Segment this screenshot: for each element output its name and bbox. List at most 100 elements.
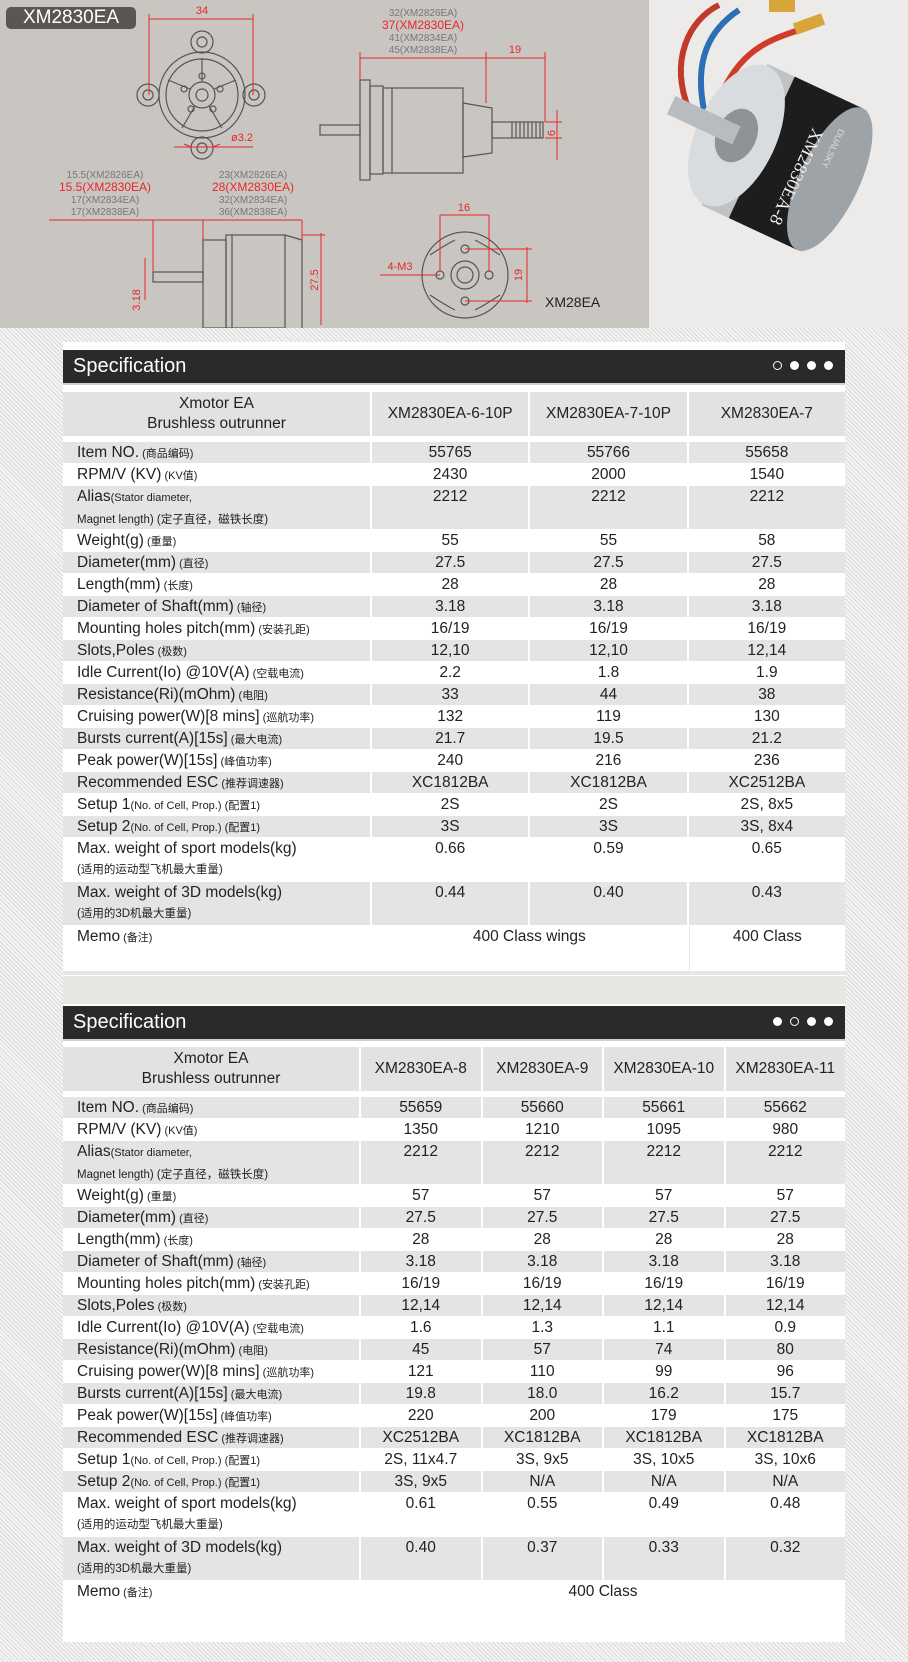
pager-dot-icon[interactable] — [807, 1017, 816, 1026]
value-cell: 3.18 — [530, 596, 687, 617]
value-cell: 1095 — [646, 1121, 681, 1138]
table-row: Resistance(Ri)(mOhm) (电阻) 33 44 38 — [63, 684, 845, 706]
dim-left-2834: 17(XM2834EA) — [71, 195, 139, 206]
value-cell: 1.9 — [756, 664, 778, 681]
row-label: Slots,Poles (极数) — [63, 1295, 359, 1316]
table-row: RPM/V (KV) (KV值) 1350 1210 1095 980 — [63, 1119, 845, 1141]
header-label-line: Brushless outrunner — [141, 1070, 281, 1087]
value-cell: 27.5 — [482, 1207, 602, 1228]
row-label-text: Weight(g) — [77, 532, 144, 549]
row-label-note: (长度) — [160, 580, 193, 592]
header-label-line: Xmotor EA — [173, 1050, 249, 1067]
row-label: Max. weight of 3D models(kg) (适用的3D机最大重量) — [63, 1537, 359, 1580]
row-label-text: Peak power(W)[15s] — [77, 752, 218, 769]
row-label: Alias(Stator diameter, Magnet length) (定子… — [63, 1141, 359, 1184]
value-cell: 3S — [372, 816, 529, 837]
value-cell: 55766 — [530, 442, 687, 463]
row-label-text: Mounting holes pitch(mm) — [77, 620, 256, 637]
column-header: XM2830EA-7-10P — [530, 392, 687, 436]
row-label-line2: (适用的运动型飞机最大重量) — [77, 864, 223, 876]
value-cell: XC1812BA — [604, 1427, 724, 1448]
table-row: Slots,Poles (极数) 12,10 12,10 12,14 — [63, 640, 845, 662]
row-label-text: Diameter(mm) — [77, 554, 177, 571]
table-row: Weight(g) (重量) 57 57 57 57 — [63, 1185, 845, 1207]
pager-dot-icon[interactable] — [824, 1017, 833, 1026]
value-cell: 1.8 — [597, 664, 620, 681]
row-label: Idle Current(Io) @10V(A) (空载电流) — [63, 662, 370, 683]
row-label-note: (电阻) — [235, 690, 268, 702]
value-cell: 16/19 — [747, 620, 787, 637]
table-row: Cruising power(W)[8 mins] (巡航功率) 121 110 99… — [63, 1361, 845, 1383]
pager-dot-active-icon[interactable] — [773, 361, 782, 370]
table-row: Item NO. (商品编码) 55659 55660 55661 55662 — [63, 1097, 845, 1119]
dim-hole-spacing-v: 19 — [513, 269, 525, 281]
dim-length-2830: 37(XM2830EA) — [382, 18, 464, 32]
spec-title-bar-2: Specification — [63, 1006, 845, 1041]
dim-hole-diameter: ø3.2 — [231, 132, 253, 144]
dim-holes: 4-M3 — [387, 261, 412, 273]
row-label: Setup 1(No. of Cell, Prop.) (配置1) — [63, 1449, 359, 1470]
row-label-text: Slots,Poles — [77, 642, 155, 659]
row-label: Cruising power(W)[8 mins] (巡航功率) — [63, 1361, 359, 1382]
value-cell: 12,10 — [372, 640, 529, 661]
row-label-text: Setup 2 — [77, 818, 131, 835]
pager-dot-icon[interactable] — [773, 1017, 782, 1026]
row-label-note: (空载电流) — [249, 1323, 304, 1335]
row-label-note: (极数) — [154, 646, 187, 658]
value-cell: 27.5 — [361, 1207, 481, 1228]
spec-title-bar-1: Specification — [63, 350, 845, 385]
value-cell: 3.18 — [361, 1251, 481, 1272]
row-label-text: Max. weight of 3D models(kg) — [77, 884, 283, 901]
value-cell: 0.65 — [751, 840, 782, 857]
dim-right-2834: 32(XM2834EA) — [219, 195, 287, 206]
value-cell: 28 — [599, 576, 618, 593]
table-row: Alias(Stator diameter, Magnet length) (定子… — [63, 1141, 845, 1185]
table-row: Bursts current(A)[15s] (最大电流) 21.7 19.5 21.… — [63, 728, 845, 750]
table-row: Max. weight of 3D models(kg) (适用的3D机最大重量)… — [63, 882, 845, 926]
pager-dot-icon[interactable] — [790, 361, 799, 370]
value-cell: 0.40 — [361, 1537, 481, 1580]
table-row: Length(mm) (长度) 28 28 28 28 — [63, 1229, 845, 1251]
value-cell: 55765 — [372, 442, 529, 463]
dim-body-diameter: 27.5 — [309, 269, 321, 290]
value-cell: 3.18 — [725, 1251, 845, 1272]
value-cell: 3.18 — [604, 1251, 724, 1272]
row-label: Diameter(mm) (直径) — [63, 552, 370, 573]
pager-dot-icon[interactable] — [807, 361, 816, 370]
row-label-note: (巡航功率) — [259, 1367, 314, 1379]
pager-dots — [773, 1017, 833, 1026]
row-label-text: Setup 1 — [77, 796, 131, 813]
motor-photo: XM2830EA-8 DUALSKY — [649, 0, 908, 328]
row-label-note: (No. of Cell, Prop.) (配置1) — [130, 800, 261, 812]
row-label: Resistance(Ri)(mOhm) (电阻) — [63, 684, 370, 705]
value-cell: 220 — [407, 1407, 434, 1424]
value-cell: 0.48 — [770, 1495, 801, 1512]
row-label-line2: Magnet length) (定子直径，磁铁长度) — [77, 514, 269, 526]
table-row: Idle Current(Io) @10V(A) (空载电流) 2.2 1.8 1.9 — [63, 662, 845, 684]
pager-dot-icon[interactable] — [824, 361, 833, 370]
value-cell: 57 — [482, 1339, 602, 1360]
row-label: Recommended ESC (推荐调速器) — [63, 772, 370, 793]
row-label: Recommended ESC (推荐调速器) — [63, 1427, 359, 1448]
value-cell: 55661 — [604, 1097, 724, 1118]
value-cell: 16/19 — [401, 1275, 441, 1292]
row-label: Idle Current(Io) @10V(A) (空载电流) — [63, 1317, 359, 1338]
row-label-note: (备注) — [120, 932, 153, 944]
row-label: Mounting holes pitch(mm) (安装孔距) — [63, 1273, 359, 1294]
table-body: Item NO. (商品编码) 55765 55766 55658 RPM/V (KV)… — [63, 442, 845, 976]
value-cell: 3S — [530, 816, 687, 837]
row-label-note: (最大电流) — [227, 734, 283, 746]
memo-cell: 400 Class — [688, 926, 845, 975]
value-cell: 1.3 — [531, 1319, 554, 1336]
row-label-note: (No. of Cell, Prop.) (配置1) — [130, 1455, 261, 1467]
value-cell: XC2512BA — [361, 1427, 481, 1448]
row-label-text: Resistance(Ri)(mOhm) — [77, 1341, 236, 1358]
value-cell: 12,14 — [604, 1295, 724, 1316]
row-label: Alias(Stator diameter, Magnet length) (定子… — [63, 486, 370, 529]
row-label-text: Length(mm) — [77, 1231, 161, 1248]
row-label-text: RPM/V (KV) — [77, 466, 162, 483]
value-cell: 2000 — [591, 466, 626, 483]
value-cell: 0.32 — [725, 1537, 845, 1580]
pager-dot-active-icon[interactable] — [790, 1017, 799, 1026]
table-row: Setup 1(No. of Cell, Prop.) (配置1) 2S 2S 2S,… — [63, 794, 845, 816]
